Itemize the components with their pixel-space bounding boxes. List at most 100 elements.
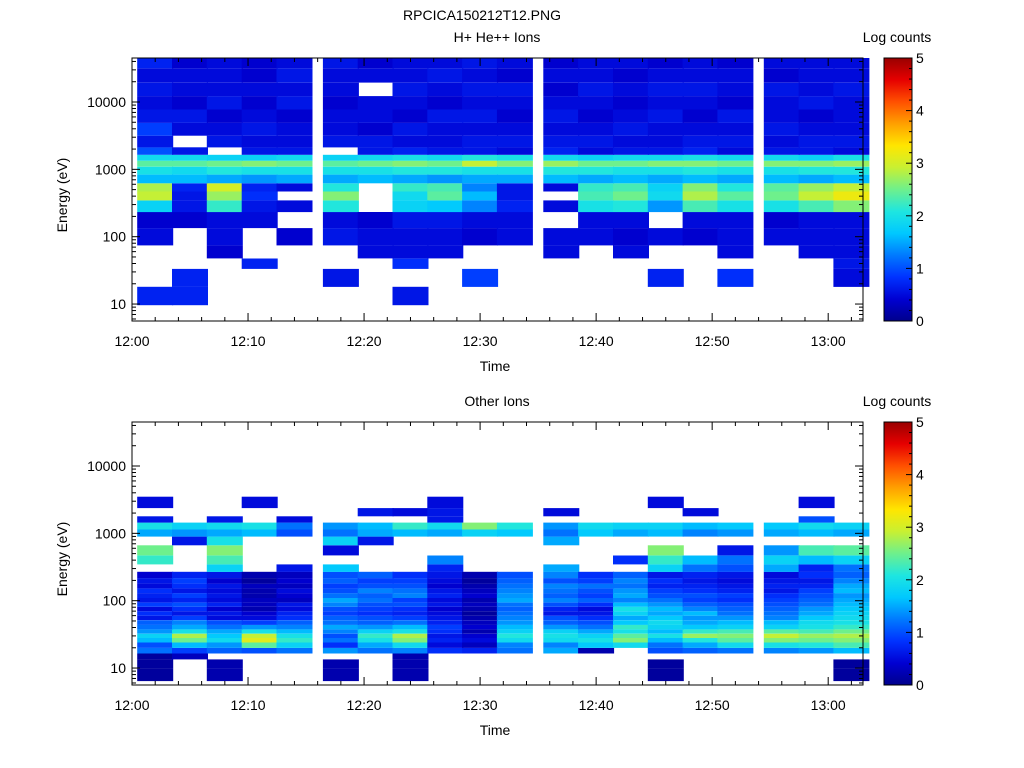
heatmap-cell — [798, 96, 835, 110]
heatmap-cell — [798, 629, 835, 634]
heatmap-cell — [462, 647, 499, 654]
heatmap-cell — [427, 191, 464, 201]
heatmap-cell — [276, 578, 313, 584]
heatmap-cell — [578, 191, 615, 201]
heatmap-cell — [462, 615, 499, 621]
heatmap-cell — [357, 147, 394, 155]
heatmap-cell — [357, 611, 394, 616]
heatmap-cell — [798, 228, 835, 246]
heatmap-cell — [578, 602, 615, 607]
heatmap-cell — [276, 583, 313, 589]
heatmap-cell — [462, 268, 499, 287]
heatmap-cell — [578, 588, 615, 594]
heatmap-cell — [543, 642, 580, 648]
heatmap-cell — [496, 638, 533, 643]
heatmap-cell — [682, 598, 719, 603]
heatmap-cell — [462, 529, 499, 537]
heatmap-cell — [613, 183, 649, 192]
x-tick-label: 12:40 — [579, 697, 614, 713]
heatmap-cell — [682, 154, 719, 161]
heatmap-cell — [543, 147, 580, 155]
heatmap-cell — [682, 564, 719, 572]
heatmap-cell — [543, 200, 580, 213]
heatmap-cell — [647, 154, 684, 161]
heatmap-cell — [137, 588, 174, 594]
heatmap-cell — [682, 624, 719, 630]
heatmap-cell — [613, 245, 649, 259]
heatmap-cell — [647, 68, 684, 83]
heatmap-cell — [763, 135, 800, 148]
heatmap-cell — [717, 96, 754, 110]
heatmap-cell — [682, 174, 719, 184]
heatmap-cell — [717, 68, 754, 83]
heatmap-cell — [241, 82, 278, 97]
heatmap-cell — [322, 668, 359, 682]
heatmap-cell — [276, 593, 313, 598]
heatmap-cell — [137, 529, 174, 537]
heatmap-cell — [543, 588, 580, 594]
heatmap-cell — [462, 122, 499, 136]
heatmap-cell — [682, 602, 719, 607]
heatmap-cell — [798, 212, 835, 229]
heatmap-cell — [682, 638, 719, 643]
heatmap-cell — [647, 228, 684, 246]
heatmap-cell — [496, 629, 533, 634]
heatmap-cell — [276, 598, 313, 603]
heatmap-cell — [833, 166, 870, 175]
heatmap-cell — [172, 611, 208, 616]
heatmap-cell — [763, 68, 800, 83]
heatmap-cell — [172, 638, 208, 643]
heatmap-cell — [578, 183, 615, 192]
heatmap-cell — [496, 147, 533, 155]
heatmap-cell — [276, 529, 313, 537]
heatmap-cell — [543, 598, 580, 603]
heatmap-cell — [172, 602, 208, 607]
heatmap-cell — [496, 647, 533, 654]
heatmap-cell — [578, 647, 615, 654]
heatmap-cell — [833, 122, 870, 136]
heatmap-cell — [322, 620, 359, 625]
heatmap-cell — [496, 624, 533, 630]
heatmap-cell — [276, 516, 313, 523]
heatmap-cell — [206, 588, 243, 594]
heatmap-cell — [578, 522, 615, 530]
heatmap-cell — [392, 174, 429, 184]
heatmap-cell — [647, 564, 684, 572]
heatmap-cell — [647, 268, 684, 287]
heatmap-cell — [798, 611, 835, 616]
heatmap-cell — [206, 174, 243, 184]
x-tick-label: 12:20 — [347, 697, 382, 713]
heatmap-cell — [172, 588, 208, 594]
heatmap-cell — [427, 122, 464, 136]
heatmap-cell — [682, 571, 719, 579]
heatmap-cell — [276, 624, 313, 630]
heatmap-cell — [172, 122, 208, 136]
heatmap-cell — [682, 522, 719, 530]
heatmap-cell — [763, 191, 800, 201]
heatmap-cell — [206, 606, 243, 612]
heatmap-cell — [427, 68, 464, 83]
heatmap-cell — [137, 545, 174, 556]
heatmap-cell — [206, 160, 243, 167]
heatmap-cell — [206, 545, 243, 556]
heatmap-cell — [276, 200, 313, 213]
heatmap-cell — [717, 58, 754, 69]
heatmap-cell — [613, 122, 649, 136]
heatmap-cell — [392, 68, 429, 83]
heatmap-cell — [392, 286, 429, 306]
heatmap-cell — [798, 593, 835, 598]
heatmap-cell — [462, 522, 499, 530]
heatmap-cell — [798, 633, 835, 638]
heatmap-cell — [322, 212, 359, 229]
heatmap-cell — [682, 615, 719, 621]
heatmap-cell — [206, 583, 243, 589]
heatmap-cell — [578, 583, 615, 589]
heatmap-cell — [717, 633, 754, 638]
heatmap-cell — [172, 593, 208, 598]
colorbar-tick-label: 3 — [916, 155, 924, 171]
heatmap-cell — [137, 624, 174, 630]
heatmap-cell — [241, 166, 278, 175]
heatmap-cell — [798, 135, 835, 148]
heatmap-cell — [798, 578, 835, 584]
heatmap-cell — [322, 593, 359, 598]
